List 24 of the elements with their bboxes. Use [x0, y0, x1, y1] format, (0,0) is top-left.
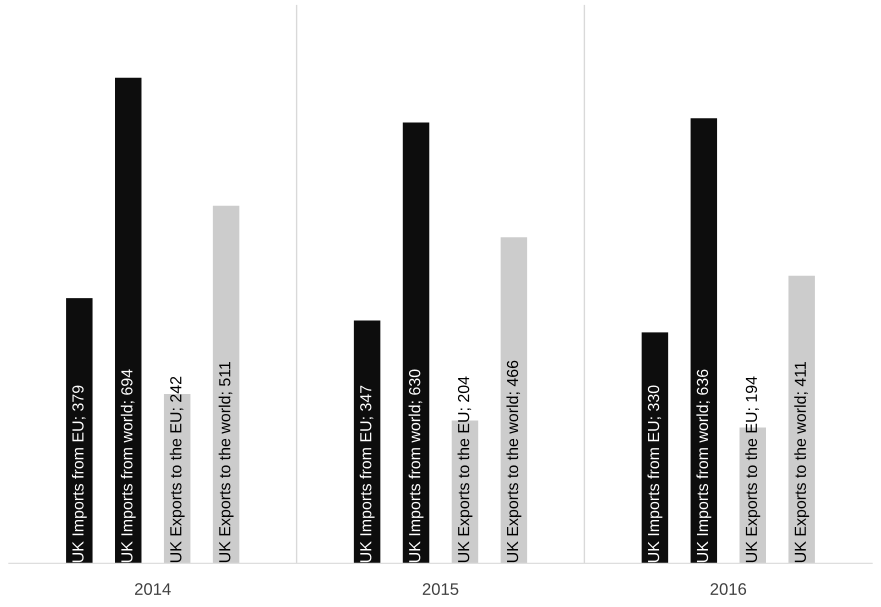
data-label: UK Imports from world; 694: [120, 369, 136, 562]
data-label: UK Exports to the world; 466: [506, 360, 522, 562]
data-label: UK Exports to the world; 411: [794, 362, 810, 562]
bar: [354, 320, 380, 564]
bar: [788, 276, 815, 564]
data-label: UK Imports from world; 636: [696, 370, 712, 562]
bar: [500, 237, 528, 564]
bar: [642, 332, 668, 564]
bar: [212, 206, 240, 564]
bar: [690, 118, 718, 564]
data-label: UK Imports from EU; 379: [72, 386, 87, 562]
data-label: UK Imports from EU; 330: [647, 386, 662, 562]
data-label: UK Exports to the EU; 194: [745, 376, 760, 562]
data-label: UK Imports from world; 630: [408, 370, 424, 562]
x-tick-label: 2016: [710, 583, 746, 595]
data-label: UK Exports to the EU; 242: [170, 376, 185, 562]
x-tick-label: 2014: [135, 583, 171, 595]
data-label: UK Imports from EU; 347: [360, 386, 375, 562]
bar: [402, 122, 430, 564]
bar: [66, 298, 93, 564]
bar: [115, 78, 142, 564]
x-tick-label: 2015: [422, 583, 458, 595]
data-label: UK Exports to the world; 511: [218, 362, 234, 562]
data-label: UK Exports to the EU; 204: [458, 376, 472, 562]
